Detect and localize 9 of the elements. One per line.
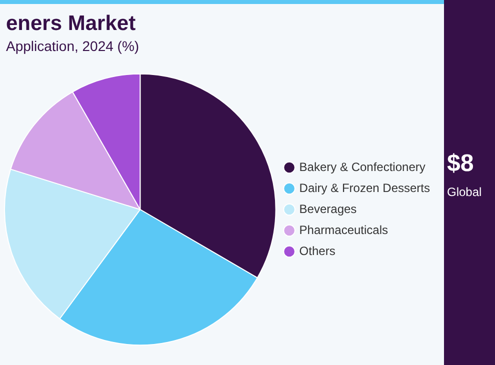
legend-label: Dairy & Frozen Desserts bbox=[299, 180, 430, 195]
text: Global bbox=[447, 185, 482, 199]
chart-title: eners Market bbox=[6, 12, 136, 36]
legend-label: Beverages bbox=[299, 202, 357, 216]
legend-label: Others bbox=[299, 244, 336, 258]
legend-label: Bakery & Confectionery bbox=[299, 160, 426, 174]
legend-label: Pharmaceuticals bbox=[299, 222, 388, 237]
text: $8 bbox=[447, 150, 474, 178]
chart-subtitle: Application, 2024 (%) bbox=[6, 38, 140, 54]
